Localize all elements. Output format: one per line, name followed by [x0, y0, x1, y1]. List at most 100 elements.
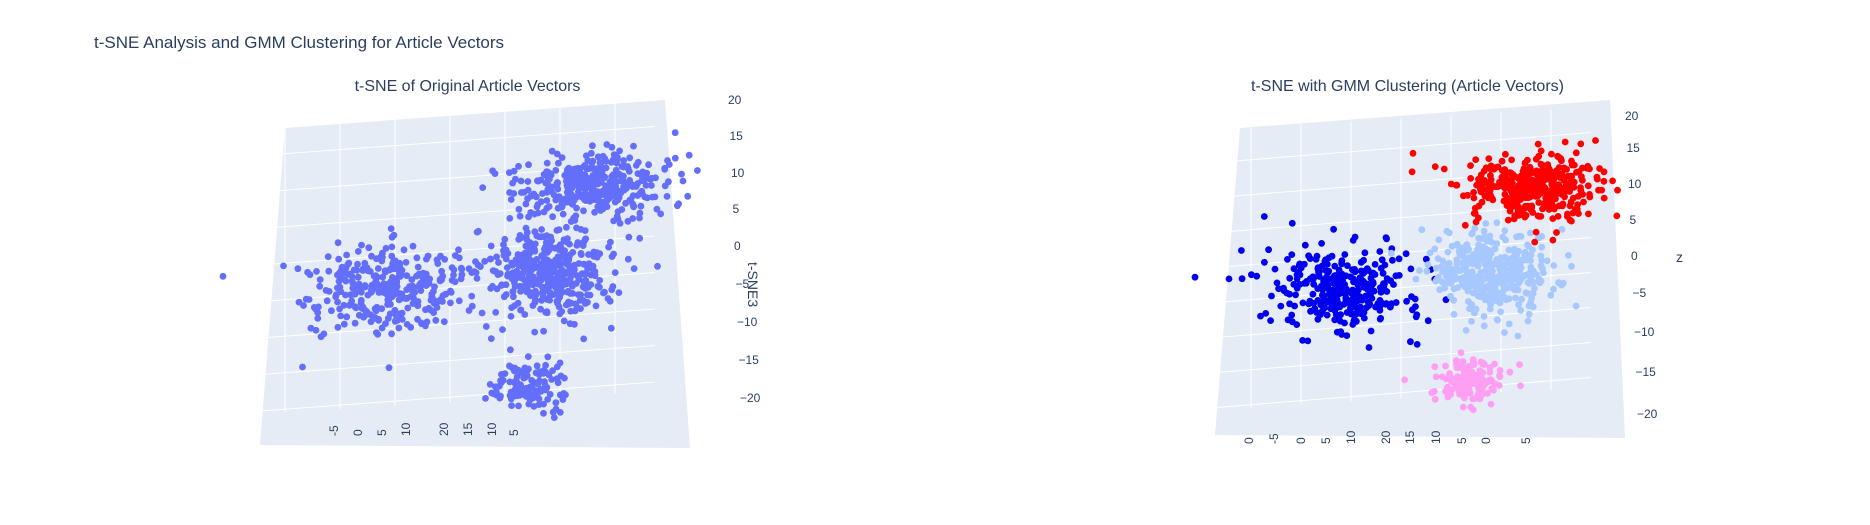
data-point[interactable] [1344, 262, 1351, 269]
data-point[interactable] [1511, 245, 1518, 253]
data-point[interactable] [665, 178, 672, 186]
data-point[interactable] [607, 324, 615, 332]
data-point[interactable] [549, 281, 557, 289]
data-point[interactable] [1527, 229, 1534, 237]
data-point[interactable] [1431, 245, 1439, 253]
data-point[interactable] [1268, 292, 1275, 300]
data-point[interactable] [1310, 280, 1318, 288]
data-point[interactable] [1485, 155, 1493, 163]
data-point[interactable] [1431, 395, 1439, 403]
data-point[interactable] [602, 187, 609, 195]
data-point[interactable] [1450, 285, 1458, 293]
data-point[interactable] [585, 251, 592, 258]
data-point[interactable] [577, 305, 584, 312]
data-point[interactable] [1600, 177, 1608, 185]
data-point[interactable] [1376, 248, 1384, 255]
data-point[interactable] [1559, 200, 1567, 208]
data-point[interactable] [328, 307, 335, 315]
data-point[interactable] [1349, 237, 1357, 244]
data-point[interactable] [346, 301, 353, 309]
data-point[interactable] [1306, 297, 1314, 305]
data-point[interactable] [1464, 287, 1472, 295]
data-point[interactable] [370, 313, 378, 321]
data-point[interactable] [1273, 279, 1281, 287]
data-point[interactable] [1407, 265, 1415, 273]
data-point[interactable] [1508, 179, 1516, 187]
data-point[interactable] [1440, 165, 1448, 173]
data-point[interactable] [1383, 235, 1390, 243]
data-point[interactable] [1548, 150, 1555, 158]
data-point[interactable] [525, 213, 532, 221]
data-point[interactable] [625, 233, 633, 241]
data-point[interactable] [1613, 212, 1621, 220]
data-point[interactable] [1470, 210, 1478, 217]
data-point[interactable] [1535, 199, 1543, 206]
data-point[interactable] [596, 277, 604, 284]
data-point[interactable] [1277, 302, 1285, 310]
data-point[interactable] [280, 262, 287, 270]
data-point[interactable] [1549, 196, 1556, 204]
data-point[interactable] [1360, 256, 1367, 264]
data-point[interactable] [1265, 246, 1272, 254]
data-point[interactable] [1395, 255, 1403, 263]
data-point[interactable] [565, 268, 573, 275]
data-point[interactable] [554, 296, 562, 304]
data-point[interactable] [1347, 273, 1354, 281]
data-point[interactable] [1423, 267, 1431, 275]
data-point[interactable] [1521, 159, 1529, 167]
data-point[interactable] [581, 171, 589, 178]
data-point[interactable] [1545, 206, 1553, 213]
data-point[interactable] [541, 381, 549, 389]
data-point[interactable] [543, 308, 551, 316]
data-point[interactable] [1453, 260, 1461, 268]
data-point[interactable] [372, 284, 380, 291]
data-point[interactable] [1422, 255, 1430, 263]
data-point[interactable] [1580, 198, 1587, 206]
data-point[interactable] [1493, 240, 1501, 248]
data-point[interactable] [1515, 301, 1522, 309]
data-point[interactable] [431, 283, 438, 291]
data-point[interactable] [620, 157, 627, 164]
data-point[interactable] [1453, 242, 1461, 249]
data-point[interactable] [1341, 251, 1349, 258]
data-point[interactable] [492, 383, 499, 391]
data-point[interactable] [487, 335, 495, 342]
data-point[interactable] [1451, 272, 1459, 279]
data-point[interactable] [359, 265, 367, 273]
data-point[interactable] [1343, 309, 1351, 316]
data-point[interactable] [651, 193, 659, 201]
data-point[interactable] [512, 256, 520, 264]
data-point[interactable] [546, 289, 554, 296]
data-point[interactable] [316, 282, 324, 290]
data-point[interactable] [613, 159, 621, 167]
data-point[interactable] [457, 275, 465, 283]
data-point[interactable] [334, 298, 341, 306]
data-point[interactable] [505, 169, 513, 177]
data-point[interactable] [520, 269, 527, 276]
data-point[interactable] [1301, 241, 1309, 249]
data-point[interactable] [563, 223, 570, 231]
data-point[interactable] [654, 262, 661, 270]
data-point[interactable] [1490, 386, 1497, 394]
data-point[interactable] [1505, 273, 1513, 281]
data-point[interactable] [1502, 150, 1509, 158]
data-point[interactable] [1554, 213, 1562, 220]
data-point[interactable] [313, 268, 320, 275]
data-point[interactable] [572, 280, 580, 287]
data-point[interactable] [409, 242, 417, 250]
data-point[interactable] [1376, 302, 1384, 310]
data-point[interactable] [1550, 285, 1557, 293]
data-point[interactable] [542, 283, 550, 291]
data-point[interactable] [493, 253, 500, 261]
data-point[interactable] [413, 254, 421, 262]
data-point[interactable] [1514, 332, 1522, 340]
data-point[interactable] [498, 371, 505, 378]
data-point[interactable] [540, 208, 548, 216]
data-point[interactable] [1292, 291, 1299, 299]
data-point[interactable] [552, 167, 560, 174]
data-point[interactable] [1479, 186, 1487, 194]
data-point[interactable] [324, 253, 332, 261]
data-point[interactable] [1486, 247, 1493, 254]
data-point[interactable] [1540, 183, 1548, 191]
data-point[interactable] [567, 218, 575, 225]
